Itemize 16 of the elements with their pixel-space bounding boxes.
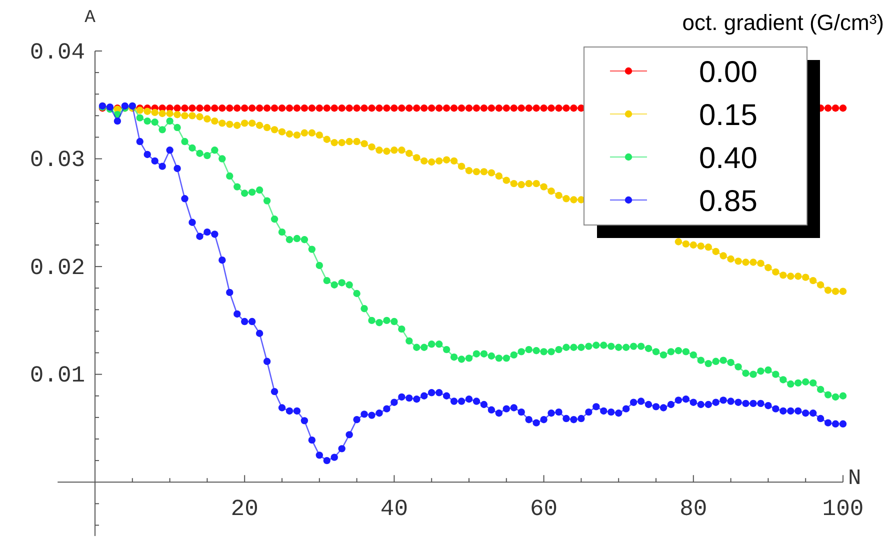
- x-tick-label: 80: [680, 496, 708, 522]
- x-tick-label: 20: [230, 496, 258, 522]
- x-axis-title: N: [848, 466, 862, 492]
- legend-label: 0.40: [699, 142, 758, 175]
- legend-label: 0.15: [699, 99, 758, 132]
- x-tick-label: 40: [380, 496, 408, 522]
- legend-label: 0.85: [699, 185, 758, 218]
- legend-label: 0.00: [699, 56, 758, 89]
- y-tick-label: 0.02: [30, 254, 86, 281]
- y-tick-label: 0.03: [30, 147, 86, 174]
- legend-title: oct. gradient (G/cm³): [682, 10, 884, 35]
- x-tick-label: 100: [822, 496, 864, 522]
- y-tick-label: 0.01: [30, 362, 86, 389]
- x-tick-label: 60: [530, 496, 558, 522]
- y-axis-title: A: [84, 8, 96, 28]
- y-tick-label: 0.04: [30, 39, 86, 66]
